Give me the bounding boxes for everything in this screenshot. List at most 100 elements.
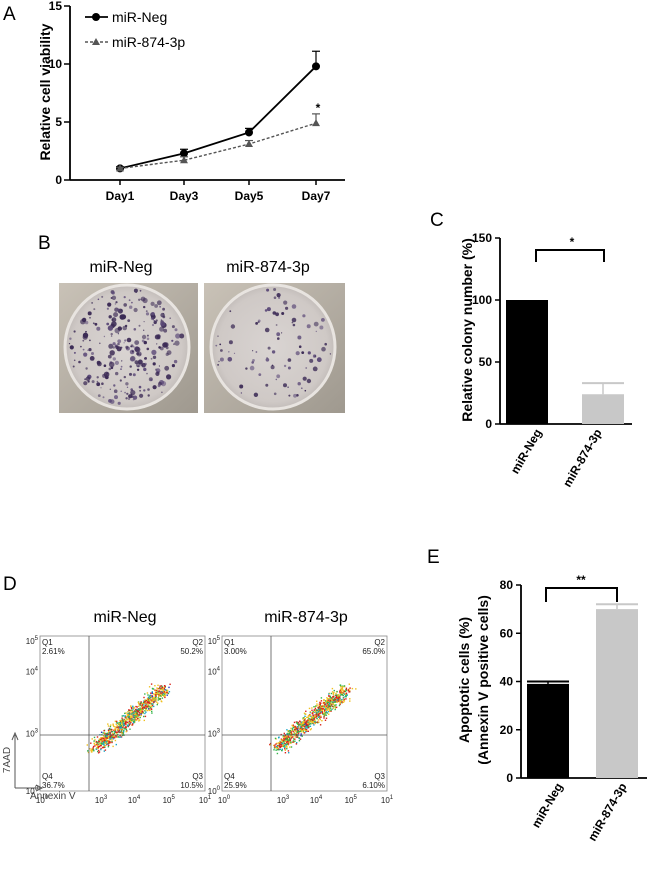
panel-b-letter: B bbox=[38, 233, 51, 254]
event-dot bbox=[163, 695, 165, 697]
event-dot bbox=[130, 705, 132, 707]
event-dot bbox=[310, 723, 312, 725]
event-dot bbox=[328, 698, 330, 700]
colony bbox=[218, 360, 220, 363]
event-dot bbox=[139, 703, 141, 705]
colony bbox=[302, 376, 307, 381]
quadrant-q3-value: 10.5% bbox=[180, 781, 203, 790]
panel-c-significance: * bbox=[570, 235, 575, 249]
event-dot bbox=[283, 732, 285, 735]
colony bbox=[100, 387, 102, 389]
quadrant-q1-value: 2.61% bbox=[42, 647, 65, 656]
panel-b-label-mir-874: miR-874-3p bbox=[226, 259, 310, 276]
event-dot bbox=[334, 708, 336, 711]
colony bbox=[127, 319, 131, 322]
event-dot bbox=[159, 688, 161, 690]
colony bbox=[136, 368, 140, 371]
event-dot bbox=[146, 709, 148, 712]
event-dot bbox=[130, 714, 132, 716]
event-dot bbox=[280, 743, 283, 745]
event-dot bbox=[90, 742, 92, 744]
event-dot bbox=[122, 726, 124, 728]
colony bbox=[89, 317, 91, 319]
event-dot bbox=[132, 719, 134, 722]
event-dot bbox=[115, 731, 117, 733]
event-dot bbox=[165, 689, 168, 691]
event-dot bbox=[109, 738, 111, 740]
colony bbox=[265, 358, 270, 362]
event-dot bbox=[107, 733, 110, 735]
event-dot bbox=[163, 686, 165, 689]
event-dot bbox=[294, 727, 297, 729]
event-dot bbox=[113, 735, 116, 738]
event-dot bbox=[143, 704, 145, 706]
event-dot bbox=[281, 742, 284, 744]
event-dot bbox=[100, 743, 103, 745]
panel-c: C Relative colony number (%) 0 50 100 150 m… bbox=[430, 210, 632, 490]
colony bbox=[91, 352, 94, 355]
event-dot bbox=[303, 727, 306, 730]
colony bbox=[173, 359, 178, 364]
event-dot bbox=[150, 692, 152, 694]
event-dot bbox=[138, 715, 140, 717]
event-dot bbox=[335, 699, 338, 701]
panel-a-xtick-day5: Day5 bbox=[235, 189, 264, 203]
colony bbox=[319, 325, 324, 330]
event-dot bbox=[286, 746, 288, 748]
event-dot bbox=[138, 703, 140, 705]
event-dot bbox=[154, 700, 156, 702]
event-dot bbox=[277, 744, 279, 747]
event-dot bbox=[280, 738, 283, 740]
event-dot bbox=[310, 715, 312, 717]
event-dot bbox=[279, 745, 282, 747]
event-dot bbox=[273, 749, 275, 751]
event-dot bbox=[127, 725, 130, 728]
event-dot bbox=[111, 729, 113, 731]
event-dot bbox=[130, 721, 132, 723]
colony bbox=[276, 293, 281, 298]
event-dot bbox=[152, 688, 155, 690]
event-dot bbox=[290, 731, 292, 733]
colony bbox=[171, 364, 175, 368]
event-dot bbox=[323, 717, 325, 719]
event-dot bbox=[138, 720, 140, 722]
event-dot bbox=[93, 740, 95, 742]
event-dot bbox=[334, 704, 336, 707]
event-dot bbox=[318, 716, 320, 718]
event-dot bbox=[160, 685, 162, 687]
colony bbox=[150, 317, 154, 320]
data-point bbox=[245, 140, 253, 148]
event-dot bbox=[122, 733, 124, 735]
event-dot bbox=[164, 691, 166, 693]
event-dot bbox=[299, 721, 301, 723]
event-dot bbox=[114, 728, 116, 730]
event-dot bbox=[323, 708, 326, 711]
colony bbox=[245, 367, 248, 370]
event-dot bbox=[121, 717, 123, 719]
event-dot bbox=[288, 737, 291, 740]
event-dot bbox=[111, 741, 113, 744]
event-dot bbox=[311, 709, 313, 711]
event-dot bbox=[329, 704, 332, 706]
colony bbox=[220, 349, 223, 352]
event-dot bbox=[284, 749, 286, 751]
event-dot bbox=[300, 724, 303, 726]
event-dot bbox=[131, 724, 134, 726]
event-dot bbox=[284, 752, 287, 754]
event-dot bbox=[285, 736, 287, 738]
event-dot bbox=[169, 683, 171, 685]
event-dot bbox=[150, 703, 152, 706]
event-dot bbox=[281, 748, 283, 750]
event-dot bbox=[132, 712, 134, 714]
event-dot bbox=[318, 705, 321, 708]
legend-label-mir-874: miR-874-3p bbox=[112, 34, 185, 50]
event-dot bbox=[325, 706, 328, 709]
event-dot bbox=[345, 687, 348, 689]
event-dot bbox=[283, 741, 285, 743]
event-dot bbox=[117, 730, 119, 733]
event-dot bbox=[128, 710, 130, 712]
event-dot bbox=[343, 685, 346, 687]
event-dot bbox=[302, 722, 304, 725]
event-dot bbox=[342, 686, 344, 688]
